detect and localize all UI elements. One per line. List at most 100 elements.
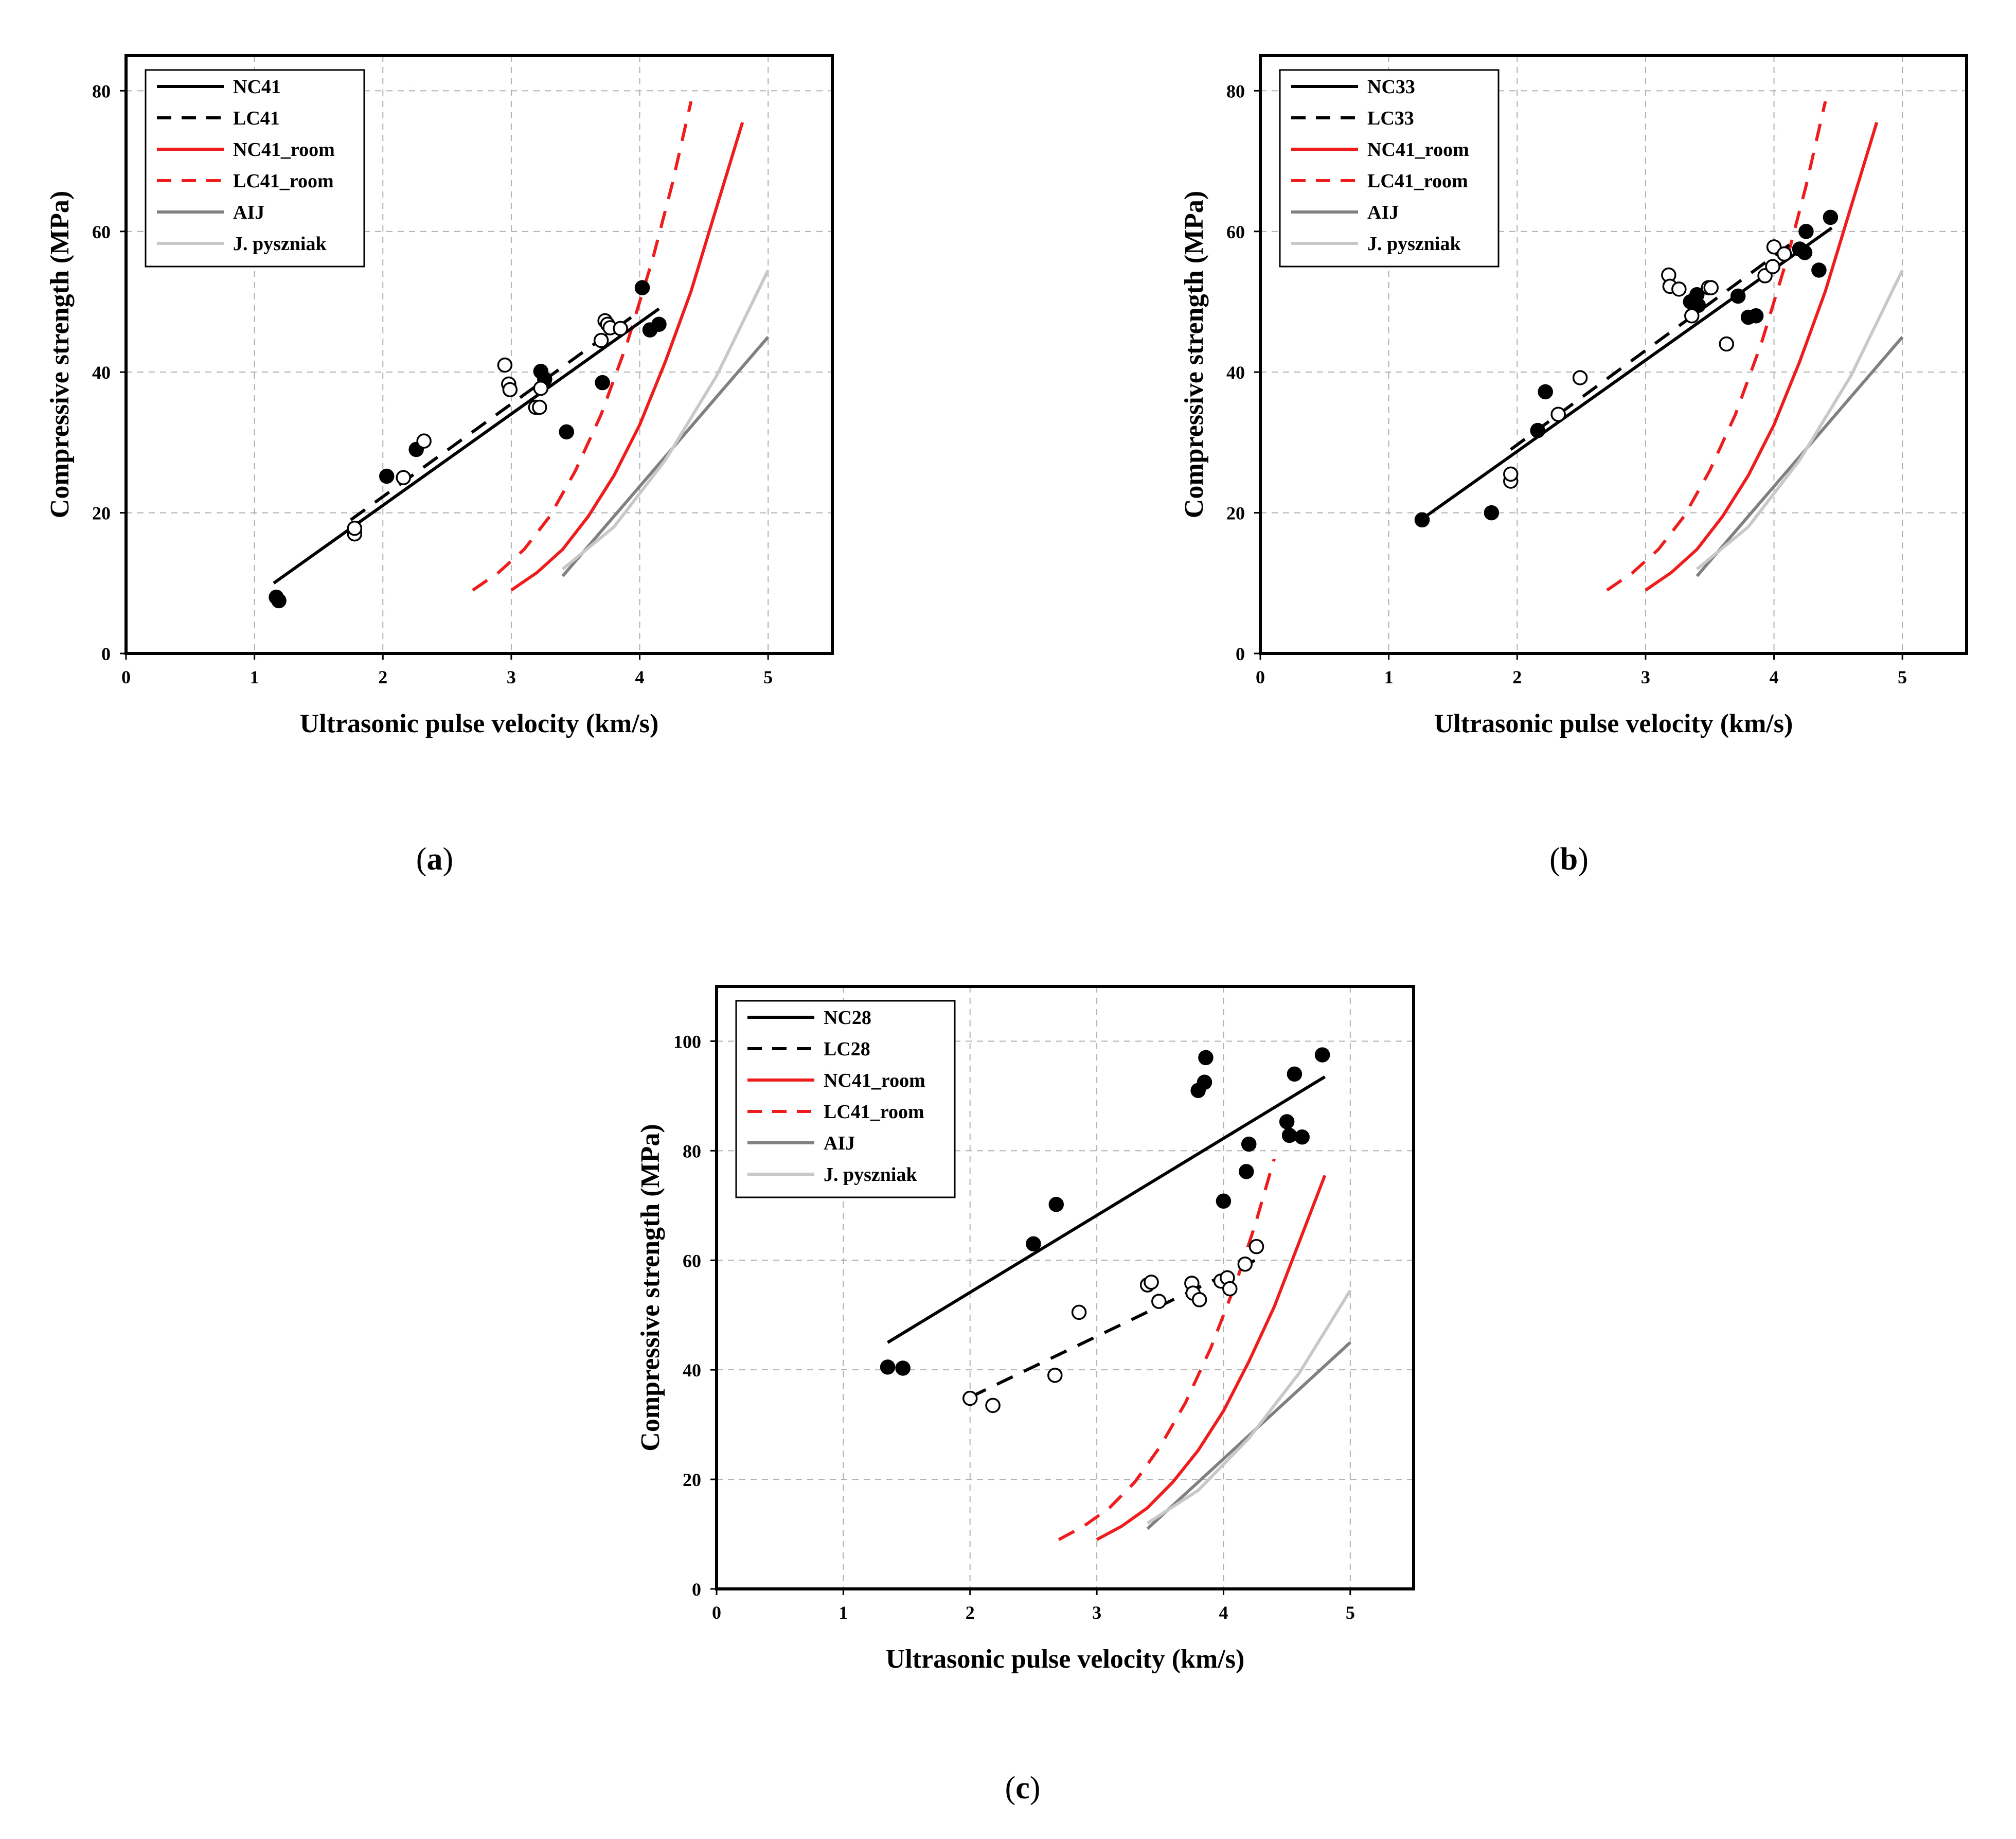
chart-panel-a: 0 1 2 3 4 5 0 20 40 60 80 Ultrasonic pulse velocity… [45,54,834,877]
legend-box [145,69,365,268]
series-line-lc41 [350,314,634,521]
series-line-nc41-room [510,122,744,592]
chart-panel-b: 0 1 2 3 4 5 0 20 40 60 80 Ultrasonic pulse velocity… [1180,54,1968,877]
caption-letter: a [427,842,443,877]
series-line-j-pyszniak [1146,1289,1352,1525]
legend-label: J. pyszniak [824,1164,917,1186]
caption-letter: c [1015,1771,1030,1806]
legend-label: NC41 [233,76,281,98]
x-tick-label: 4 [635,667,645,687]
y-tick-label: 0 [692,1579,701,1600]
data-point-filled [1294,1129,1310,1145]
caption-paren-open: ( [1549,842,1560,877]
y-tick-label: 40 [92,362,111,383]
data-point-hollow [1776,246,1792,262]
caption-paren-open: ( [416,842,427,877]
x-axis-label: Ultrasonic pulse velocity (km/s) [1434,709,1793,738]
y-tick-label: 40 [1226,362,1245,383]
x-tick-label: 0 [1256,667,1265,687]
y-tick-label: 80 [683,1141,701,1161]
data-point-filled [1530,422,1545,438]
y-tick-label: 20 [683,1470,701,1490]
y-axis-label: Compressive strength (MPa) [45,191,75,518]
data-point-filled [880,1359,896,1375]
data-point-filled [1823,209,1839,225]
data-point-filled [1287,1066,1303,1082]
data-point-hollow [1191,1292,1207,1307]
data-point-filled [1197,1074,1212,1090]
x-tick-label: 5 [1346,1602,1355,1623]
data-point-hollow [1684,308,1700,324]
caption-paren-open: ( [1005,1771,1016,1806]
data-point-hollow [985,1398,1001,1413]
series-line-lc41-room [472,101,693,592]
data-point-hollow [532,399,547,415]
x-axis-label: Ultrasonic pulse velocity (km/s) [300,709,659,738]
data-point-filled [595,375,610,391]
series-line-lc28 [969,1259,1256,1399]
data-point-hollow [1503,466,1519,482]
legend-label: AIJ [233,202,264,223]
data-point-filled [1748,308,1764,324]
data-point-hollow [593,332,609,348]
data-point-filled [634,280,650,295]
x-tick-label: 1 [838,1602,848,1623]
data-point-hollow [613,321,628,337]
legend-label: LC41_room [824,1101,924,1123]
x-tick-label: 4 [1770,667,1779,687]
y-tick-label: 100 [673,1031,701,1052]
panel-caption: (b) [1549,842,1589,877]
plot-frame [1259,54,1968,655]
series-line-nc41-room [1096,1175,1327,1541]
data-point-filled [1279,1114,1295,1129]
series-line-lc41-room [1606,101,1827,592]
legend-label: LC33 [1367,108,1414,129]
data-point-hollow [416,433,432,449]
x-tick-label: 3 [507,667,516,687]
x-tick-label: 4 [1219,1602,1228,1623]
data-point-hollow [347,520,363,536]
data-point-filled [1484,505,1500,521]
x-tick-label: 3 [1641,667,1650,687]
legend-label: NC33 [1367,76,1415,98]
data-point-filled [1281,1127,1297,1143]
legend-label: J. pyszniak [1367,233,1461,255]
x-tick-label: 2 [966,1602,975,1623]
data-point-filled [1314,1047,1330,1063]
data-point-filled [651,316,667,332]
series-line-lc41-room [1058,1158,1276,1541]
data-point-filled [1797,245,1813,260]
y-tick-label: 20 [1226,503,1245,524]
x-tick-label: 2 [378,667,387,687]
data-point-hollow [1671,281,1687,297]
data-point-hollow [1047,1368,1063,1383]
data-point-hollow [533,380,549,396]
panel-caption: (c) [1005,1771,1041,1806]
x-tick-label: 0 [712,1602,721,1623]
legend-label: AIJ [1367,202,1399,223]
legend-label: LC41_room [1367,170,1468,192]
caption-letter: b [1560,842,1578,877]
data-point-filled [379,468,395,484]
data-point-hollow [1151,1294,1167,1309]
legend-box [1279,69,1500,268]
x-tick-label: 1 [250,667,259,687]
y-tick-label: 0 [1236,644,1245,664]
y-tick-label: 60 [683,1250,701,1271]
data-point-filled [1730,288,1746,304]
y-tick-label: 80 [92,81,111,101]
series-line-aij [1146,1341,1351,1530]
data-point-hollow [502,382,518,398]
x-tick-label: 5 [763,667,773,687]
data-point-filled [1811,262,1827,278]
data-point-hollow [1237,1256,1253,1272]
legend-label: NC41_room [1367,139,1469,161]
data-point-hollow [1703,280,1719,295]
panel-caption: (a) [416,842,453,877]
x-tick-label: 3 [1092,1602,1101,1623]
data-point-hollow [396,470,411,485]
data-point-filled [1026,1236,1041,1252]
caption-paren-close: ) [443,842,454,877]
data-point-hollow [1550,406,1566,422]
